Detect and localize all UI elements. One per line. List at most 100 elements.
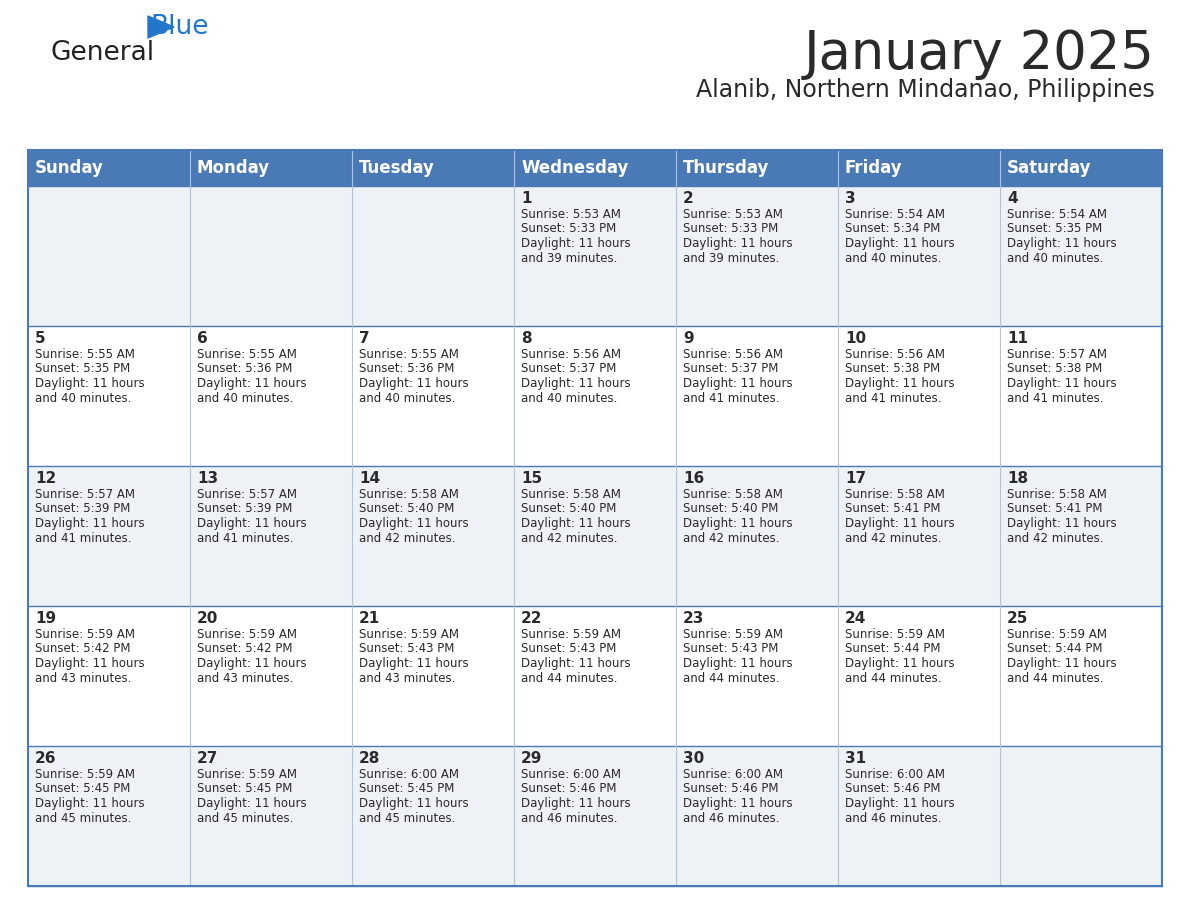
Text: 22: 22 xyxy=(522,611,543,626)
Text: 19: 19 xyxy=(34,611,56,626)
Text: and 42 minutes.: and 42 minutes. xyxy=(359,532,455,544)
Text: 23: 23 xyxy=(683,611,704,626)
Text: Sunrise: 5:56 AM: Sunrise: 5:56 AM xyxy=(683,348,783,361)
Text: Daylight: 11 hours: Daylight: 11 hours xyxy=(34,377,145,390)
Text: Blue: Blue xyxy=(150,14,209,40)
Text: Daylight: 11 hours: Daylight: 11 hours xyxy=(1007,657,1117,670)
Text: Sunset: 5:45 PM: Sunset: 5:45 PM xyxy=(34,782,131,796)
Text: 15: 15 xyxy=(522,471,542,486)
Text: and 46 minutes.: and 46 minutes. xyxy=(845,812,942,824)
Text: Friday: Friday xyxy=(845,159,903,177)
Text: Sunset: 5:43 PM: Sunset: 5:43 PM xyxy=(359,643,454,655)
Text: and 40 minutes.: and 40 minutes. xyxy=(359,391,455,405)
Text: and 44 minutes.: and 44 minutes. xyxy=(845,671,942,685)
Text: Sunrise: 5:58 AM: Sunrise: 5:58 AM xyxy=(683,488,783,501)
Text: Daylight: 11 hours: Daylight: 11 hours xyxy=(845,237,955,250)
Text: Sunset: 5:46 PM: Sunset: 5:46 PM xyxy=(522,782,617,796)
Text: and 43 minutes.: and 43 minutes. xyxy=(34,671,132,685)
Text: Sunset: 5:38 PM: Sunset: 5:38 PM xyxy=(1007,363,1102,375)
Text: Daylight: 11 hours: Daylight: 11 hours xyxy=(359,517,468,530)
Text: Sunset: 5:41 PM: Sunset: 5:41 PM xyxy=(1007,502,1102,516)
Text: 13: 13 xyxy=(197,471,219,486)
Text: Sunset: 5:36 PM: Sunset: 5:36 PM xyxy=(197,363,292,375)
Text: Sunrise: 5:59 AM: Sunrise: 5:59 AM xyxy=(683,628,783,641)
Text: 24: 24 xyxy=(845,611,866,626)
Text: Sunrise: 5:57 AM: Sunrise: 5:57 AM xyxy=(197,488,297,501)
Text: and 45 minutes.: and 45 minutes. xyxy=(197,812,293,824)
Text: Alanib, Northern Mindanao, Philippines: Alanib, Northern Mindanao, Philippines xyxy=(696,78,1155,102)
Text: Daylight: 11 hours: Daylight: 11 hours xyxy=(845,517,955,530)
Text: Saturday: Saturday xyxy=(1007,159,1092,177)
Text: Sunset: 5:35 PM: Sunset: 5:35 PM xyxy=(34,363,131,375)
Text: Sunset: 5:37 PM: Sunset: 5:37 PM xyxy=(683,363,778,375)
Text: Daylight: 11 hours: Daylight: 11 hours xyxy=(522,797,631,810)
Text: General: General xyxy=(50,40,154,66)
Text: Daylight: 11 hours: Daylight: 11 hours xyxy=(845,377,955,390)
Text: Sunrise: 5:59 AM: Sunrise: 5:59 AM xyxy=(359,628,459,641)
Text: 26: 26 xyxy=(34,751,57,766)
Text: 4: 4 xyxy=(1007,191,1018,206)
Text: and 41 minutes.: and 41 minutes. xyxy=(197,532,293,544)
Text: Sunset: 5:38 PM: Sunset: 5:38 PM xyxy=(845,363,940,375)
Text: Sunset: 5:40 PM: Sunset: 5:40 PM xyxy=(359,502,454,516)
Text: Sunset: 5:42 PM: Sunset: 5:42 PM xyxy=(197,643,292,655)
Text: Sunset: 5:46 PM: Sunset: 5:46 PM xyxy=(683,782,778,796)
Text: Daylight: 11 hours: Daylight: 11 hours xyxy=(359,797,468,810)
Text: Sunrise: 5:57 AM: Sunrise: 5:57 AM xyxy=(1007,348,1107,361)
Text: Daylight: 11 hours: Daylight: 11 hours xyxy=(522,657,631,670)
Text: Daylight: 11 hours: Daylight: 11 hours xyxy=(197,517,307,530)
Bar xyxy=(29,326,1162,466)
Text: Sunrise: 5:55 AM: Sunrise: 5:55 AM xyxy=(359,348,459,361)
Text: Sunset: 5:46 PM: Sunset: 5:46 PM xyxy=(845,782,941,796)
Text: Sunset: 5:45 PM: Sunset: 5:45 PM xyxy=(359,782,454,796)
Text: Daylight: 11 hours: Daylight: 11 hours xyxy=(845,657,955,670)
Text: Sunrise: 5:58 AM: Sunrise: 5:58 AM xyxy=(1007,488,1107,501)
Text: and 39 minutes.: and 39 minutes. xyxy=(683,252,779,264)
Text: Monday: Monday xyxy=(197,159,270,177)
Text: and 44 minutes.: and 44 minutes. xyxy=(1007,671,1104,685)
Text: Sunset: 5:36 PM: Sunset: 5:36 PM xyxy=(359,363,454,375)
Text: and 40 minutes.: and 40 minutes. xyxy=(34,391,132,405)
Text: and 42 minutes.: and 42 minutes. xyxy=(522,532,618,544)
Text: 1: 1 xyxy=(522,191,531,206)
Text: 18: 18 xyxy=(1007,471,1028,486)
Text: Tuesday: Tuesday xyxy=(359,159,435,177)
Text: Sunrise: 5:59 AM: Sunrise: 5:59 AM xyxy=(34,768,135,781)
Bar xyxy=(29,606,1162,746)
Bar xyxy=(1000,150,1162,186)
Text: Sunrise: 5:56 AM: Sunrise: 5:56 AM xyxy=(845,348,944,361)
Text: January 2025: January 2025 xyxy=(804,28,1155,80)
Text: Sunrise: 5:53 AM: Sunrise: 5:53 AM xyxy=(683,208,783,221)
Text: and 40 minutes.: and 40 minutes. xyxy=(845,252,941,264)
Bar xyxy=(190,150,352,186)
Polygon shape xyxy=(148,16,173,38)
Text: Daylight: 11 hours: Daylight: 11 hours xyxy=(34,797,145,810)
Text: Sunset: 5:45 PM: Sunset: 5:45 PM xyxy=(197,782,292,796)
Bar xyxy=(29,186,1162,326)
Bar xyxy=(29,466,1162,606)
Text: Daylight: 11 hours: Daylight: 11 hours xyxy=(197,657,307,670)
Text: 20: 20 xyxy=(197,611,219,626)
Text: Sunrise: 5:58 AM: Sunrise: 5:58 AM xyxy=(522,488,621,501)
Text: Sunrise: 5:59 AM: Sunrise: 5:59 AM xyxy=(1007,628,1107,641)
Text: 5: 5 xyxy=(34,331,45,346)
Text: Daylight: 11 hours: Daylight: 11 hours xyxy=(683,797,792,810)
Text: and 44 minutes.: and 44 minutes. xyxy=(683,671,779,685)
Text: Sunset: 5:41 PM: Sunset: 5:41 PM xyxy=(845,502,941,516)
Bar xyxy=(514,150,676,186)
Text: and 42 minutes.: and 42 minutes. xyxy=(683,532,779,544)
Text: Sunset: 5:34 PM: Sunset: 5:34 PM xyxy=(845,222,941,236)
Text: Sunset: 5:35 PM: Sunset: 5:35 PM xyxy=(1007,222,1102,236)
Text: and 40 minutes.: and 40 minutes. xyxy=(522,391,618,405)
Text: 2: 2 xyxy=(683,191,694,206)
Text: and 44 minutes.: and 44 minutes. xyxy=(522,671,618,685)
Text: and 42 minutes.: and 42 minutes. xyxy=(1007,532,1104,544)
Bar xyxy=(29,150,1162,886)
Text: Sunrise: 6:00 AM: Sunrise: 6:00 AM xyxy=(522,768,621,781)
Text: 12: 12 xyxy=(34,471,56,486)
Text: and 41 minutes.: and 41 minutes. xyxy=(34,532,132,544)
Text: Daylight: 11 hours: Daylight: 11 hours xyxy=(683,517,792,530)
Text: Sunrise: 5:57 AM: Sunrise: 5:57 AM xyxy=(34,488,135,501)
Bar xyxy=(676,150,838,186)
Text: and 43 minutes.: and 43 minutes. xyxy=(359,671,455,685)
